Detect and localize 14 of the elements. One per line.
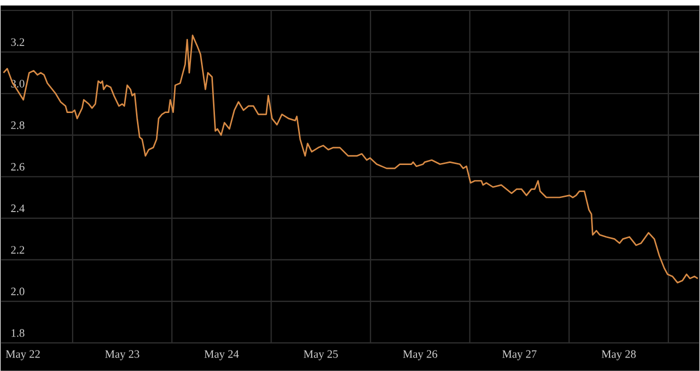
- y-tick-label: 2.6: [11, 163, 24, 171]
- x-tick-label: May 22: [6, 350, 40, 360]
- y-tick-label: 2.2: [11, 246, 24, 254]
- y-tick-label: 1.8: [12, 329, 24, 337]
- y-tick-label: 2.8: [11, 121, 24, 130]
- x-tick-label: May 23: [105, 350, 140, 360]
- y-tick-label: 2.4: [11, 204, 25, 212]
- x-tick-label: May 28: [602, 350, 636, 360]
- x-tick-label: May 25: [304, 350, 338, 360]
- y-tick-label: 2.0: [11, 288, 24, 296]
- x-tick-label: May 27: [502, 350, 537, 360]
- x-tick-label: May 26: [403, 350, 438, 360]
- x-tick-label: May 24: [204, 350, 239, 360]
- y-tick-label: 3.2: [11, 38, 24, 46]
